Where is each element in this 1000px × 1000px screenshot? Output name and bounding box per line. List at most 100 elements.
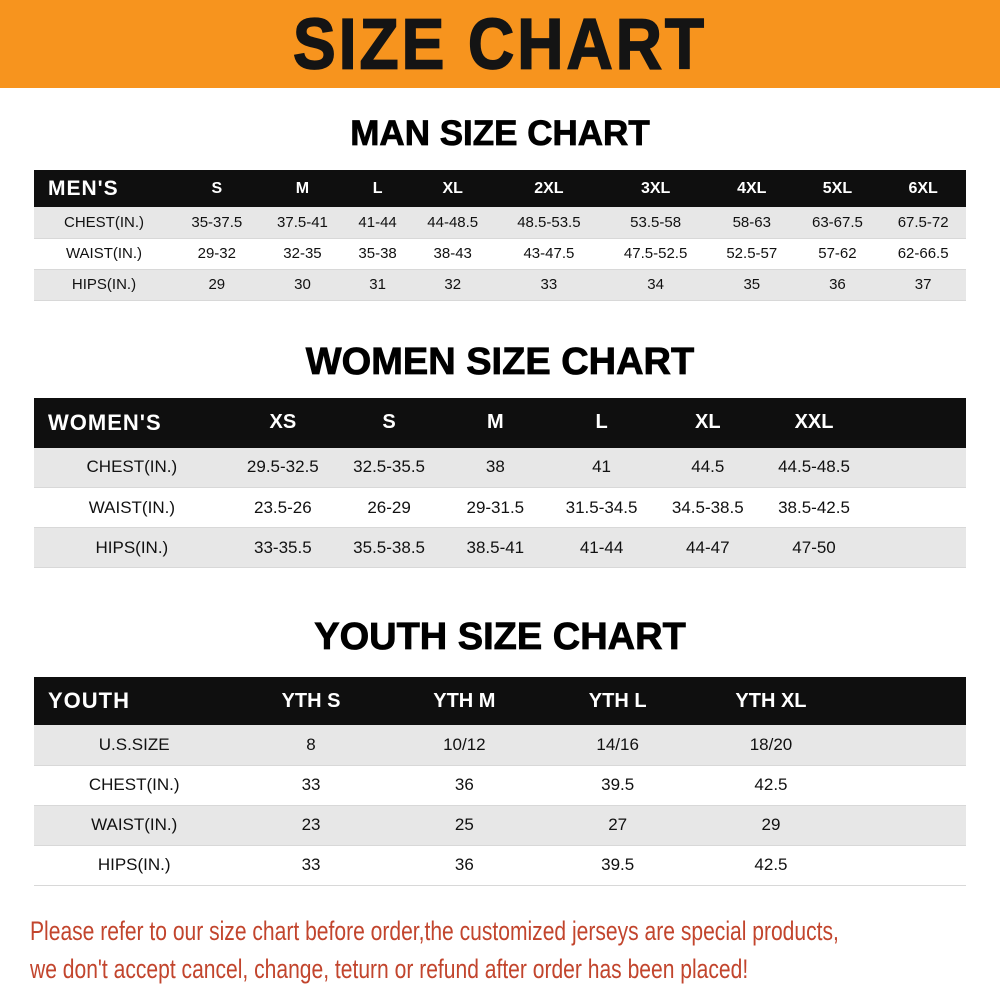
man-header-row: MEN'S S M L XL 2XL 3XL 4XL 5XL 6XL [34,170,966,207]
size-value: 38.5-41 [442,527,549,568]
size-value: 32 [409,269,496,301]
size-value: 29-31.5 [442,487,549,528]
size-value: 23 [234,805,388,846]
size-value: 29 [694,805,848,846]
size-value: 41-44 [548,527,655,568]
row-label: WAIST(IN.) [34,238,174,270]
man-size-section: MAN SIZE CHART MEN'S S M L XL 2XL 3XL 4X… [0,114,1000,301]
size-value: 14/16 [541,725,695,766]
man-size-heading: MAN SIZE CHART [350,114,650,154]
spacer-cell [847,765,966,806]
size-value: 32.5-35.5 [335,447,443,488]
col-header: L [548,397,655,448]
col-header: YTH XL [694,677,848,725]
man-table-title: MEN'S [34,170,174,207]
women-waist-row: WAIST(IN.) 23.5-26 26-29 29-31.5 31.5-34… [34,487,966,528]
col-header: 6XL [880,170,966,207]
size-value: 52.5-57 [708,238,795,270]
size-value: 41-44 [345,207,410,239]
col-header: XS [229,397,336,448]
row-label: WAIST(IN.) [34,487,230,528]
size-value: 31 [345,269,410,301]
youth-header-row: YOUTH YTH S YTH M YTH L YTH XL [34,677,966,725]
row-label: CHEST(IN.) [34,765,235,806]
size-value: 10/12 [387,725,541,766]
size-value: 36 [794,269,881,301]
row-label: HIPS(IN.) [34,269,174,301]
size-value: 29.5-32.5 [229,447,336,488]
spacer-cell [847,677,966,725]
size-value: 34.5-38.5 [654,487,761,528]
col-header: YTH M [387,677,541,725]
size-value: 44.5 [654,447,761,488]
women-table-title: WOMEN'S [34,397,230,448]
col-header: S [174,170,260,207]
size-value: 26-29 [335,487,443,528]
size-value: 29-32 [174,238,260,270]
spacer-cell [867,397,966,448]
size-value: 43-47.5 [495,238,603,270]
man-hips-row: HIPS(IN.) 29 30 31 32 33 34 35 36 37 [34,269,966,301]
size-value: 18/20 [694,725,848,766]
youth-size-table: YOUTH YTH S YTH M YTH L YTH XL U.S.SIZE … [34,677,966,886]
man-chest-row: CHEST(IN.) 35-37.5 37.5-41 41-44 44-48.5… [34,207,966,239]
size-value: 47-50 [760,527,868,568]
spacer-cell [867,487,966,528]
size-value: 42.5 [694,765,848,806]
size-value: 8 [234,725,388,766]
size-value: 35.5-38.5 [335,527,443,568]
size-value: 29 [174,269,260,301]
col-header: 3XL [602,170,709,207]
size-value: 36 [387,765,541,806]
youth-ussize-row: U.S.SIZE 8 10/12 14/16 18/20 [34,725,966,766]
women-hips-row: HIPS(IN.) 33-35.5 35.5-38.5 38.5-41 41-4… [34,527,966,568]
spacer-cell [867,527,966,568]
footer-line-2: we don't accept cancel, change, teturn o… [30,953,749,984]
col-header: XL [409,170,496,207]
row-label: HIPS(IN.) [34,845,235,886]
youth-chest-row: CHEST(IN.) 33 36 39.5 42.5 [34,765,966,806]
row-label: CHEST(IN.) [34,447,230,488]
col-header: YTH S [234,677,388,725]
size-value: 42.5 [694,845,848,886]
women-chest-row: CHEST(IN.) 29.5-32.5 32.5-35.5 38 41 44.… [34,447,966,488]
row-label: HIPS(IN.) [34,527,230,568]
size-value: 38.5-42.5 [760,487,868,528]
row-label: WAIST(IN.) [34,805,235,846]
size-value: 38 [442,447,549,488]
size-value: 57-62 [794,238,881,270]
banner: SIZE CHART [0,0,1000,88]
col-header: 5XL [794,170,881,207]
size-value: 48.5-53.5 [495,207,603,239]
size-value: 37 [880,269,966,301]
col-header: L [345,170,410,207]
col-header: S [335,397,443,448]
size-value: 36 [387,845,541,886]
size-value: 30 [259,269,346,301]
row-label: CHEST(IN.) [34,207,174,239]
spacer-cell [847,725,966,766]
spacer-cell [847,845,966,886]
size-value: 33 [234,765,388,806]
women-size-section: WOMEN SIZE CHART WOMEN'S XS S M L XL XXL… [0,340,1000,568]
youth-waist-row: WAIST(IN.) 23 25 27 29 [34,805,966,846]
size-value: 33-35.5 [229,527,336,568]
page-title: SIZE CHART [292,3,707,85]
size-value: 35-37.5 [174,207,260,239]
women-size-table: WOMEN'S XS S M L XL XXL CHEST(IN.) 29.5-… [34,397,966,568]
size-value: 39.5 [541,845,695,886]
size-value: 23.5-26 [229,487,336,528]
size-value: 47.5-52.5 [602,238,709,270]
footer-line-1: Please refer to our size chart before or… [30,915,839,946]
size-value: 53.5-58 [602,207,709,239]
col-header: 2XL [495,170,603,207]
size-value: 31.5-34.5 [548,487,655,528]
size-value: 41 [548,447,655,488]
size-value: 58-63 [708,207,795,239]
col-header: YTH L [541,677,695,725]
col-header: 4XL [708,170,795,207]
col-header: M [442,397,549,448]
size-value: 33 [234,845,388,886]
size-value: 38-43 [409,238,496,270]
